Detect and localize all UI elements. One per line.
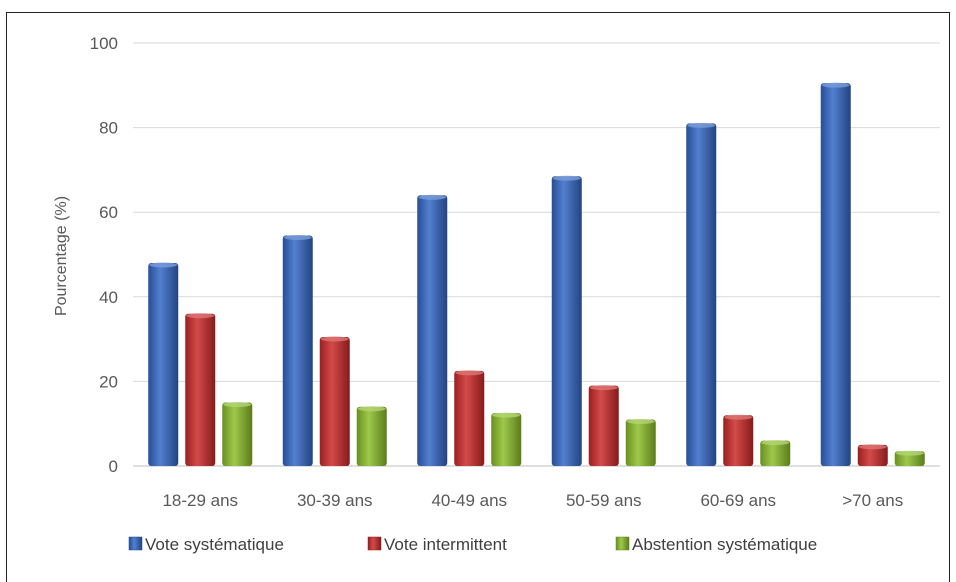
x-tick-label: 30-39 ans — [297, 491, 373, 510]
bar-cap-0-2 — [418, 194, 447, 200]
bar-0-3 — [551, 176, 582, 466]
legend-swatch-2 — [615, 536, 630, 551]
y-tick-label: 0 — [109, 457, 118, 476]
bar-1-0 — [185, 313, 216, 466]
legend: Vote systématique Vote intermittent Absten… — [128, 535, 817, 554]
y-tick-label: 40 — [99, 288, 118, 307]
grid-lines — [133, 42, 940, 467]
y-tick-label: 100 — [90, 34, 118, 53]
bar-0-2 — [417, 195, 448, 466]
bar-cap-0-3 — [552, 175, 581, 181]
bars — [148, 82, 925, 467]
bar-2-2 — [491, 413, 522, 466]
bar-cap-1-2 — [455, 370, 484, 376]
y-tick-label: 20 — [99, 372, 118, 391]
x-axis-ticks: 18-29 ans 30-39 ans 40-49 ans 50-59 ans 60-6… — [162, 491, 903, 510]
legend-swatch-1 — [367, 536, 382, 551]
bar-cap-0-4 — [687, 122, 716, 128]
x-tick-label: 60-69 ans — [700, 491, 776, 510]
bar-cap-2-3 — [626, 418, 655, 424]
bar-cap-2-1 — [357, 406, 386, 412]
x-tick-label: 40-49 ans — [431, 491, 507, 510]
bar-2-4 — [760, 440, 791, 466]
bar-cap-0-0 — [149, 262, 178, 268]
bar-1-1 — [319, 336, 350, 466]
legend-label-1: Vote intermittent — [384, 535, 507, 554]
y-axis-ticks: 0 20 40 60 80 100 — [90, 34, 118, 476]
y-tick-label: 60 — [99, 203, 118, 222]
x-tick-label: >70 ans — [842, 491, 903, 510]
legend-swatch-0 — [128, 536, 143, 551]
bar-2-3 — [625, 419, 656, 466]
bar-1-4 — [723, 415, 754, 466]
bar-0-4 — [686, 123, 717, 467]
bar-cap-1-5 — [858, 444, 887, 450]
legend-label-0: Vote systématique — [145, 535, 284, 554]
bar-1-3 — [588, 385, 619, 466]
bar-cap-1-3 — [589, 385, 618, 391]
bar-cap-0-5 — [821, 82, 850, 88]
bar-cap-0-1 — [283, 234, 312, 240]
bar-cap-2-2 — [492, 412, 521, 418]
y-axis-label: Pourcentage (%) — [53, 196, 70, 316]
bar-2-0 — [222, 402, 253, 466]
bar-0-5 — [820, 83, 851, 466]
bar-1-5 — [857, 444, 888, 466]
bar-0-1 — [282, 235, 313, 466]
bar-cap-2-4 — [761, 440, 790, 446]
bar-cap-2-0 — [223, 402, 252, 408]
bar-cap-1-4 — [724, 414, 753, 420]
bar-cap-2-5 — [895, 450, 924, 456]
bar-cap-1-1 — [320, 336, 349, 342]
bar-cap-1-0 — [186, 313, 215, 319]
bar-2-1 — [356, 406, 387, 466]
bar-0-0 — [148, 262, 179, 466]
y-tick-label: 80 — [99, 119, 118, 138]
bar-1-2 — [454, 370, 485, 466]
x-tick-label: 18-29 ans — [162, 491, 238, 510]
legend-label-2: Abstention systématique — [632, 535, 817, 554]
x-tick-label: 50-59 ans — [566, 491, 642, 510]
